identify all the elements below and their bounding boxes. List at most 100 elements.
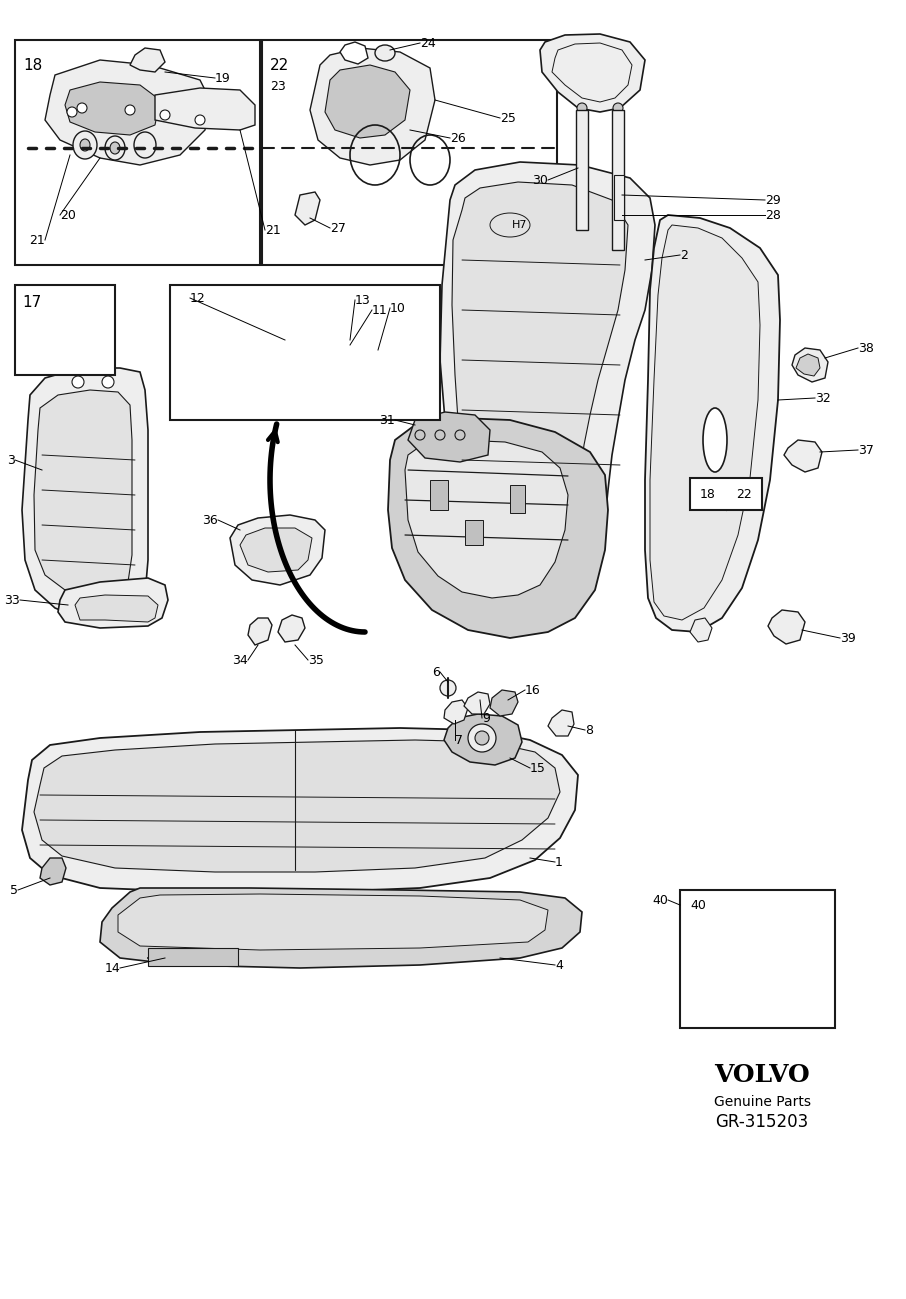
Text: 35: 35 bbox=[308, 653, 323, 666]
Text: 16: 16 bbox=[525, 683, 541, 696]
Polygon shape bbox=[58, 578, 168, 627]
Polygon shape bbox=[464, 692, 490, 714]
Text: 27: 27 bbox=[330, 222, 346, 235]
Polygon shape bbox=[440, 162, 655, 530]
Polygon shape bbox=[34, 740, 560, 872]
Ellipse shape bbox=[73, 131, 97, 158]
Polygon shape bbox=[155, 88, 255, 130]
Polygon shape bbox=[22, 727, 578, 892]
Text: 21: 21 bbox=[29, 234, 45, 247]
Ellipse shape bbox=[213, 320, 277, 385]
Text: 28: 28 bbox=[765, 209, 781, 222]
Text: 36: 36 bbox=[202, 513, 218, 526]
Polygon shape bbox=[278, 614, 305, 642]
Polygon shape bbox=[340, 42, 368, 64]
Polygon shape bbox=[408, 412, 490, 462]
Text: 13: 13 bbox=[355, 294, 371, 307]
Polygon shape bbox=[724, 911, 758, 955]
Polygon shape bbox=[792, 348, 828, 382]
Ellipse shape bbox=[43, 300, 87, 360]
Polygon shape bbox=[444, 700, 468, 724]
Polygon shape bbox=[230, 514, 325, 585]
Polygon shape bbox=[490, 690, 518, 716]
Polygon shape bbox=[240, 527, 312, 572]
Ellipse shape bbox=[77, 103, 87, 113]
Bar bbox=[576, 110, 588, 230]
Text: 40: 40 bbox=[652, 894, 668, 907]
Text: GR-315203: GR-315203 bbox=[716, 1113, 809, 1131]
Polygon shape bbox=[540, 34, 645, 112]
Ellipse shape bbox=[197, 304, 293, 400]
Polygon shape bbox=[65, 82, 160, 135]
Text: 29: 29 bbox=[765, 194, 781, 207]
Text: 6: 6 bbox=[432, 665, 440, 678]
Ellipse shape bbox=[160, 110, 170, 120]
Polygon shape bbox=[130, 48, 165, 71]
Text: 22: 22 bbox=[270, 58, 289, 73]
Bar bbox=[690, 478, 762, 511]
Polygon shape bbox=[310, 48, 435, 165]
Polygon shape bbox=[295, 192, 320, 225]
Text: 31: 31 bbox=[380, 413, 395, 426]
Ellipse shape bbox=[105, 136, 125, 160]
Polygon shape bbox=[548, 711, 574, 737]
Ellipse shape bbox=[195, 116, 205, 125]
Text: 24: 24 bbox=[420, 36, 436, 49]
Bar bbox=[612, 110, 624, 249]
Polygon shape bbox=[388, 418, 608, 638]
Ellipse shape bbox=[613, 103, 623, 113]
Text: 21: 21 bbox=[265, 223, 281, 236]
Polygon shape bbox=[645, 216, 780, 633]
Bar bbox=[465, 520, 483, 546]
Text: 10: 10 bbox=[390, 301, 406, 314]
Ellipse shape bbox=[468, 724, 496, 752]
Text: Genuine Parts: Genuine Parts bbox=[714, 1095, 811, 1109]
Ellipse shape bbox=[475, 731, 489, 746]
Polygon shape bbox=[768, 611, 805, 644]
Text: 2: 2 bbox=[680, 248, 688, 261]
Text: 4: 4 bbox=[555, 959, 563, 972]
Polygon shape bbox=[452, 182, 628, 481]
Text: 25: 25 bbox=[500, 112, 516, 125]
Ellipse shape bbox=[237, 344, 253, 360]
Polygon shape bbox=[444, 714, 522, 765]
Bar bbox=[15, 40, 260, 265]
Text: 32: 32 bbox=[815, 391, 831, 404]
Ellipse shape bbox=[417, 360, 433, 375]
Text: 37: 37 bbox=[858, 443, 874, 456]
Text: 15: 15 bbox=[530, 761, 546, 774]
Polygon shape bbox=[75, 595, 158, 622]
Text: 18: 18 bbox=[23, 58, 43, 73]
Polygon shape bbox=[784, 440, 822, 472]
Text: VOLVO: VOLVO bbox=[714, 1063, 810, 1087]
Ellipse shape bbox=[72, 375, 84, 388]
Text: H7: H7 bbox=[512, 220, 528, 230]
Text: 3: 3 bbox=[7, 453, 15, 466]
Text: 26: 26 bbox=[450, 131, 466, 144]
Text: 7: 7 bbox=[455, 734, 463, 747]
Polygon shape bbox=[118, 894, 548, 950]
Polygon shape bbox=[45, 60, 210, 165]
Text: 22: 22 bbox=[736, 487, 752, 500]
Text: 1: 1 bbox=[555, 856, 563, 869]
Text: 33: 33 bbox=[5, 594, 20, 607]
Text: 40: 40 bbox=[690, 899, 706, 912]
Text: 39: 39 bbox=[840, 631, 856, 644]
Ellipse shape bbox=[577, 103, 587, 113]
Ellipse shape bbox=[125, 105, 135, 116]
Bar bbox=[262, 40, 557, 265]
Polygon shape bbox=[290, 338, 360, 378]
Text: 23: 23 bbox=[270, 81, 285, 94]
Text: 8: 8 bbox=[585, 724, 593, 737]
Ellipse shape bbox=[67, 107, 77, 117]
Text: 11: 11 bbox=[372, 304, 388, 317]
Polygon shape bbox=[650, 225, 760, 620]
Text: 14: 14 bbox=[104, 961, 120, 974]
Text: 17: 17 bbox=[22, 295, 42, 309]
Ellipse shape bbox=[292, 382, 308, 397]
Polygon shape bbox=[405, 440, 568, 598]
Ellipse shape bbox=[134, 132, 156, 158]
Text: 19: 19 bbox=[215, 71, 231, 84]
Polygon shape bbox=[690, 618, 712, 642]
Bar bbox=[614, 175, 624, 220]
